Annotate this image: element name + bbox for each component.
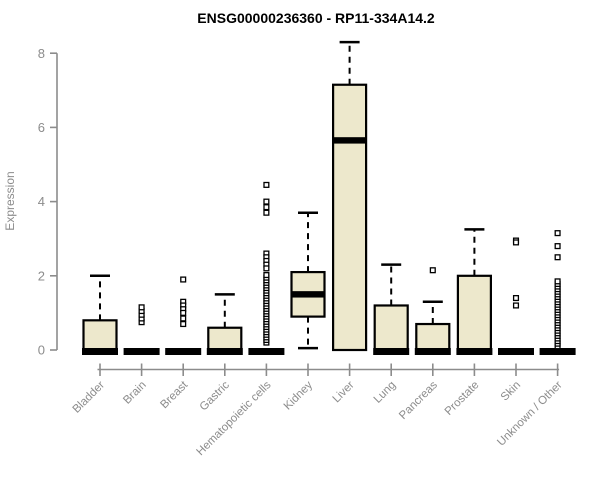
outlier-point-skin — [512, 239, 520, 246]
outlier-point-breast — [180, 320, 187, 328]
box-gastric — [207, 326, 243, 352]
box-marks — [82, 40, 576, 355]
outlier-point-pancreas — [429, 267, 436, 274]
outlier-point-hematopoietic-cells — [263, 209, 270, 216]
median-line-kidney — [291, 291, 325, 298]
y-tick-label: 8 — [38, 46, 45, 61]
box-prostate — [456, 274, 492, 352]
outlier-point-hematopoietic-cells — [263, 204, 270, 211]
median-line-hematopoietic-cells — [248, 348, 285, 355]
median-line-bladder — [82, 348, 118, 355]
x-category-label: Breast — [158, 379, 191, 412]
x-category-label: Hematopoietic cells — [195, 379, 274, 458]
median-line-lung — [373, 348, 410, 355]
y-tick-label: 0 — [38, 343, 45, 358]
y-axis-label: Expression — [3, 171, 17, 230]
box-pancreas — [415, 322, 451, 352]
box-lung — [373, 304, 409, 352]
x-category-label: Prostate — [443, 379, 482, 418]
y-tick-label: 2 — [38, 268, 45, 283]
outlier-band-point-unknown-other — [554, 278, 561, 285]
outlier-point-skin — [512, 295, 520, 302]
median-line-unknown-other — [539, 348, 576, 355]
outlier-band-point-hematopoietic-cells — [263, 272, 270, 279]
x-category-label: Brain — [121, 379, 148, 406]
outlier-point-breast — [180, 309, 187, 316]
outlier-point-hematopoietic-cells — [263, 198, 270, 205]
outlier-point-hematopoietic-cells — [263, 181, 270, 188]
axes: 0 2 4 6 8 Bladder Brain Breast GastricHematopoie… — [38, 46, 565, 458]
median-line-pancreas — [414, 348, 451, 355]
outlier-point-breast — [180, 315, 187, 322]
median-line-skin — [498, 348, 534, 355]
outlier-point-skin — [512, 302, 520, 309]
outlier-point-hematopoietic-cells — [263, 265, 270, 272]
median-line-liver — [333, 137, 367, 144]
x-category-label: Pancreas — [397, 379, 440, 422]
x-category-label: Skin — [499, 379, 523, 403]
median-line-gastric — [206, 348, 243, 355]
outlier-point-brain — [138, 304, 145, 311]
median-line-breast — [165, 348, 202, 355]
outlier-point-breast — [180, 276, 187, 283]
y-tick-label: 4 — [38, 194, 45, 209]
median-line-prostate — [456, 348, 493, 355]
x-category-label: Kidney — [282, 379, 316, 413]
chart-title: ENSG00000236360 - RP11-334A14.2 — [197, 10, 435, 26]
outlier-point-unknown-other — [554, 254, 561, 261]
x-category-label: Lung — [372, 379, 399, 406]
outlier-point-unknown-other — [554, 243, 561, 250]
outlier-point-unknown-other — [554, 230, 561, 237]
x-category-label: Bladder — [71, 379, 108, 416]
y-tick-label: 6 — [38, 120, 45, 135]
box-liver — [332, 83, 368, 352]
x-category-label: Liver — [331, 379, 357, 405]
median-line-brain — [123, 348, 160, 355]
box-bladder — [82, 319, 118, 352]
x-category-label: Gastric — [198, 379, 232, 413]
